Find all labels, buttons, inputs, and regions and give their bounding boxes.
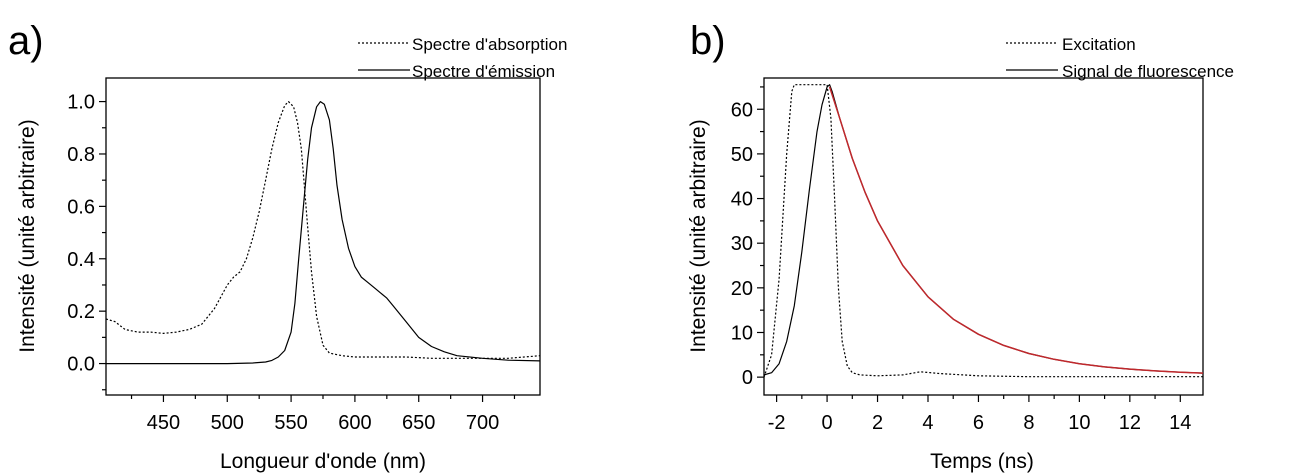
y-tick-label: 50: [731, 144, 753, 166]
legend-label-emission: Spectre d'émission: [412, 62, 555, 81]
x-tick-label: 700: [466, 412, 499, 434]
x-tick-label: 4: [922, 412, 933, 434]
y-tick-label: 0.6: [67, 196, 95, 218]
y-tick-label: 60: [731, 99, 753, 121]
panel-b-legend: Excitation Signal de fluorescence: [1006, 35, 1234, 81]
panel-b-series: [764, 84, 1203, 378]
y-tick-label: 1.0: [67, 92, 95, 114]
y-tick-label: 30: [731, 233, 753, 255]
x-tick-label: 450: [147, 412, 180, 434]
x-tick-label: 12: [1119, 412, 1141, 434]
legend-label-excitation: Excitation: [1062, 35, 1136, 54]
x-tick-label: 2: [872, 412, 883, 434]
panel-b-x-axis-title: Temps (ns): [930, 450, 1034, 473]
panel-b-y-axis-title: Intensité (unité arbitraire): [687, 119, 710, 352]
panel-b-ticks: -2 0 2 4 6 8 10 12 14 0 10 20 30 40 50 60: [731, 86, 1191, 434]
y-tick-label: 10: [731, 322, 753, 344]
x-tick-label: 8: [1023, 412, 1034, 434]
panel-a-absorption-emission: a) 450 500 550 600 650 7000.00.20.40.60.81.0 …: [8, 19, 567, 473]
panel-b-plot-frame: [763, 77, 1204, 396]
panel-a-x-axis-title: Longueur d'onde (nm): [220, 450, 426, 473]
x-tick-label: 14: [1169, 412, 1191, 434]
y-tick-label: 20: [731, 278, 753, 300]
panel-a-plot-frame: [105, 77, 541, 396]
y-tick-label: 0.8: [67, 144, 95, 166]
series-line-signal-de-fluorescence: [764, 84, 1203, 376]
x-tick-label: 500: [211, 412, 244, 434]
y-tick-label: 0.2: [67, 301, 95, 323]
y-tick-label: 40: [731, 189, 753, 211]
y-tick-label: 0.0: [67, 354, 95, 376]
legend-label-absorption: Spectre d'absorption: [412, 35, 567, 54]
x-tick-label: 10: [1068, 412, 1090, 434]
series-line-spectre-d-absorption: [106, 100, 540, 359]
panel-a-ticks: 450 500 550 600 650 700 0.0 0.2 0.4 0.6 0.8 1.0: [67, 92, 516, 434]
panel-a-series: [106, 100, 540, 365]
series-line-excitation: [764, 84, 1203, 378]
x-tick-label: -2: [768, 412, 786, 434]
panel-b-label: b): [690, 19, 726, 63]
legend-label-fluorescence: Signal de fluorescence: [1062, 62, 1234, 81]
y-tick-label: 0.4: [67, 249, 95, 271]
panel-a-label: a): [8, 19, 44, 63]
x-tick-label: 550: [274, 412, 307, 434]
panel-a-legend: Spectre d'absorption Spectre d'émission: [358, 35, 567, 81]
series-line-spectre-d-mission: [106, 100, 540, 365]
x-tick-label: 6: [973, 412, 984, 434]
y-tick-label: 0: [742, 367, 753, 389]
panel-b-fluorescence-decay: b) -2 0 2 4 6 8 10 12 14 0 10 20 30 40 50 60 Temps (ns)…: [687, 19, 1234, 473]
x-tick-label: 0: [822, 412, 833, 434]
series-line-fit-curve: [828, 86, 1203, 374]
x-tick-label: 600: [338, 412, 371, 434]
x-tick-label: 650: [402, 412, 435, 434]
panel-a-y-axis-title: Intensité (unité arbitraire): [16, 119, 39, 352]
